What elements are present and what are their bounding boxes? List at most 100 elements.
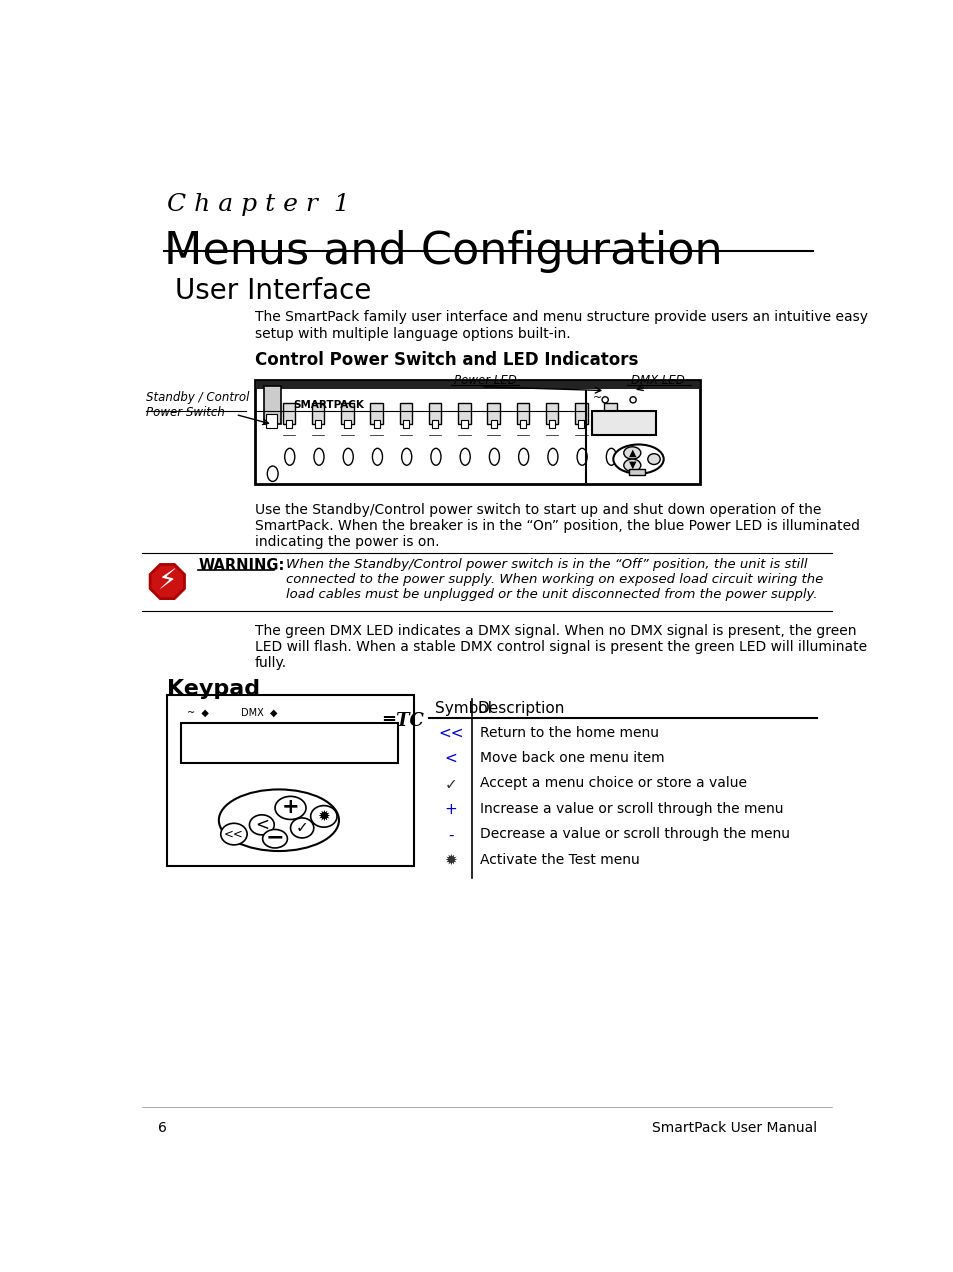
Text: ✓: ✓ [295, 820, 308, 836]
Bar [578, 420, 584, 427]
Text: Decrease a value or scroll through the menu: Decrease a value or scroll through the m… [479, 827, 789, 841]
Bar [314, 420, 321, 427]
Bar [266, 413, 277, 427]
Text: SMARTPACK: SMARTPACK [294, 399, 364, 410]
Text: Description: Description [476, 701, 564, 716]
Text: Accept a menu choice or store a value: Accept a menu choice or store a value [479, 776, 746, 790]
Circle shape [601, 397, 608, 403]
Ellipse shape [577, 448, 586, 466]
Ellipse shape [623, 446, 640, 459]
Ellipse shape [267, 466, 278, 481]
Bar [517, 403, 529, 425]
Ellipse shape [218, 790, 338, 851]
Bar [312, 403, 324, 425]
Text: ✓: ✓ [444, 776, 456, 791]
Text: Keypad: Keypad [167, 678, 260, 698]
Ellipse shape [647, 454, 659, 464]
Ellipse shape [372, 448, 382, 466]
Bar [487, 403, 499, 425]
Text: ▼: ▼ [628, 460, 636, 471]
Text: The green DMX LED indicates a DMX signal. When no DMX signal is present, the gre: The green DMX LED indicates a DMX signal… [254, 623, 866, 670]
Ellipse shape [613, 444, 663, 473]
Text: ~  ◆: ~ ◆ [187, 707, 209, 717]
Text: When the Standby/Control power switch is in the “Off” position, the unit is stil: When the Standby/Control power switch is… [286, 558, 822, 602]
Bar [629, 469, 644, 474]
Text: Use the Standby/Control power switch to start up and shut down operation of the
: Use the Standby/Control power switch to … [254, 502, 859, 550]
Bar [264, 385, 281, 425]
Text: Return to the home menu: Return to the home menu [479, 725, 658, 739]
Polygon shape [150, 565, 184, 599]
Bar [429, 403, 441, 425]
Text: ▲: ▲ [628, 448, 636, 458]
Bar [282, 403, 294, 425]
Text: Move back one menu item: Move back one menu item [479, 750, 663, 764]
Ellipse shape [274, 796, 306, 819]
Ellipse shape [518, 448, 528, 466]
Text: C h a p t e r  1: C h a p t e r 1 [167, 192, 350, 216]
Bar [575, 403, 587, 425]
Text: DMX  ◆: DMX ◆ [241, 707, 277, 717]
Ellipse shape [431, 448, 440, 466]
Ellipse shape [249, 815, 274, 834]
Text: Standby / Control
Power Switch: Standby / Control Power Switch [146, 392, 250, 420]
Ellipse shape [314, 448, 324, 466]
Text: −: − [266, 828, 284, 848]
Bar [256, 382, 699, 389]
Ellipse shape [547, 448, 558, 466]
Text: Power LED: Power LED [454, 374, 516, 388]
Text: The SmartPack family user interface and menu structure provide users an intuitiv: The SmartPack family user interface and … [254, 310, 867, 341]
Text: <: < [444, 752, 456, 766]
Text: +: + [444, 801, 456, 817]
Text: 6: 6 [158, 1122, 167, 1136]
Ellipse shape [284, 448, 294, 466]
Text: ✹: ✹ [444, 852, 456, 868]
Bar [519, 420, 525, 427]
Text: ≡TC: ≡TC [381, 712, 424, 730]
Text: Symbol: Symbol [435, 701, 492, 716]
Bar [402, 420, 409, 427]
Text: ✹: ✹ [317, 809, 330, 824]
Bar [490, 420, 497, 427]
Bar [286, 420, 292, 427]
Bar [607, 420, 613, 427]
Bar [254, 380, 700, 483]
Bar [344, 420, 350, 427]
Bar [461, 420, 467, 427]
Ellipse shape [343, 448, 353, 466]
Text: <: < [254, 815, 269, 834]
Ellipse shape [489, 448, 499, 466]
Text: ⚡: ⚡ [157, 567, 177, 595]
Bar [604, 403, 617, 425]
Text: Control Power Switch and LED Indicators: Control Power Switch and LED Indicators [254, 351, 638, 369]
Ellipse shape [401, 448, 412, 466]
Bar [399, 403, 412, 425]
Text: Increase a value or scroll through the menu: Increase a value or scroll through the m… [479, 801, 782, 815]
Ellipse shape [459, 448, 470, 466]
Bar [545, 403, 558, 425]
Text: <<: << [224, 828, 244, 841]
Bar [548, 420, 555, 427]
Bar [167, 696, 414, 866]
Bar [370, 403, 382, 425]
Bar [374, 420, 379, 427]
Text: <<: << [437, 726, 463, 740]
Ellipse shape [291, 818, 314, 838]
Ellipse shape [220, 823, 247, 845]
FancyBboxPatch shape [592, 411, 655, 435]
Ellipse shape [623, 459, 640, 472]
Text: -: - [448, 827, 454, 842]
Text: User Interface: User Interface [174, 277, 371, 305]
Ellipse shape [262, 829, 287, 848]
Bar [341, 403, 354, 425]
Text: DMX LED: DMX LED [630, 374, 684, 388]
Ellipse shape [311, 805, 336, 827]
Text: WARNING:: WARNING: [198, 558, 284, 574]
Text: Menus and Configuration: Menus and Configuration [164, 230, 722, 272]
Bar [181, 724, 397, 763]
Text: ~: ~ [592, 393, 601, 402]
Text: SmartPack User Manual: SmartPack User Manual [651, 1122, 816, 1136]
Text: Activate the Test menu: Activate the Test menu [479, 852, 639, 866]
Ellipse shape [606, 448, 616, 466]
Bar [432, 420, 437, 427]
Text: +: + [281, 798, 299, 817]
